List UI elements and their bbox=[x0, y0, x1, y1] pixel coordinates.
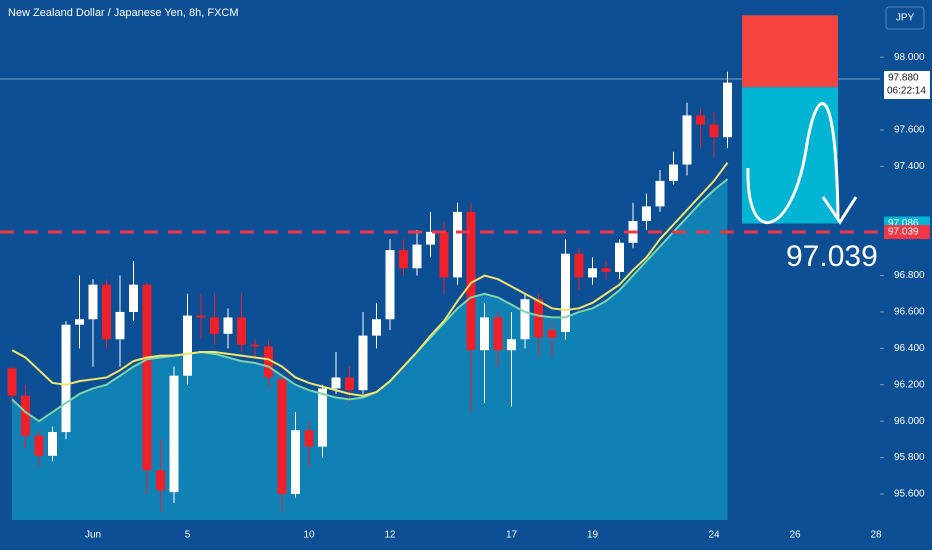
candle-body bbox=[453, 211, 462, 278]
y-tick-label: 96.800 bbox=[894, 270, 925, 281]
x-tick-label: 28 bbox=[870, 530, 882, 541]
y-tick-label: 96.200 bbox=[894, 379, 925, 390]
candle-body bbox=[277, 379, 287, 494]
candle-body bbox=[237, 317, 246, 345]
x-tick-label: 17 bbox=[506, 530, 518, 541]
candle-body bbox=[439, 231, 449, 278]
candle-body bbox=[345, 377, 354, 391]
candle-body bbox=[304, 430, 314, 447]
arrow-curve bbox=[746, 102, 840, 225]
y-tick-label: 95.800 bbox=[894, 452, 925, 463]
x-tick-label: 19 bbox=[587, 530, 599, 541]
x-tick-label: 26 bbox=[789, 530, 801, 541]
candle-body bbox=[723, 82, 732, 138]
candle-body bbox=[655, 180, 665, 207]
candle-body bbox=[561, 253, 570, 332]
price-tag bbox=[884, 225, 930, 240]
area-fill bbox=[12, 179, 728, 520]
candle-body bbox=[75, 319, 84, 325]
y-tick-label: 97.400 bbox=[894, 161, 925, 172]
candle-body bbox=[372, 319, 381, 336]
candle-body bbox=[399, 250, 408, 269]
candle-body bbox=[709, 124, 719, 138]
countdown: 06:22:14 bbox=[887, 86, 926, 97]
candle-body bbox=[493, 317, 503, 351]
candle-body bbox=[534, 299, 543, 338]
candle-body bbox=[642, 206, 651, 221]
x-tick-label: 5 bbox=[185, 530, 191, 541]
y-tick-label: 96.600 bbox=[894, 307, 925, 318]
x-tick-label: Jun bbox=[85, 530, 101, 541]
candle-body bbox=[34, 435, 44, 456]
currency-label[interactable]: JPY bbox=[896, 13, 915, 24]
currency-button[interactable] bbox=[885, 6, 925, 30]
candle-body bbox=[520, 299, 530, 340]
candle-body bbox=[196, 315, 206, 318]
candle-body bbox=[696, 115, 705, 125]
candle-body bbox=[7, 368, 17, 396]
x-tick-label: 10 bbox=[303, 530, 315, 541]
candle-body bbox=[156, 470, 165, 491]
candle-body bbox=[129, 284, 138, 312]
annotation: 97.039 bbox=[786, 240, 878, 273]
candle-body bbox=[291, 430, 300, 494]
candle-body bbox=[669, 164, 678, 181]
x-tick-label: 24 bbox=[708, 530, 720, 541]
candle-body bbox=[210, 317, 219, 334]
price-tag-label: 97.086 bbox=[888, 218, 919, 229]
candle-body bbox=[142, 284, 152, 471]
arrow-head bbox=[821, 196, 858, 225]
candle-body bbox=[169, 375, 179, 493]
candle-body bbox=[426, 231, 435, 245]
y-tick-label: 98.000 bbox=[894, 52, 925, 63]
candle-body bbox=[223, 317, 233, 334]
candle-body bbox=[574, 253, 584, 278]
candle-body bbox=[48, 432, 57, 456]
candle-body bbox=[358, 335, 368, 391]
chart-title: New Zealand Dollar / Japanese Yen, 8h, F… bbox=[8, 7, 239, 19]
candle-body bbox=[466, 211, 476, 351]
stop-zone bbox=[742, 15, 838, 88]
candle-body bbox=[507, 339, 516, 351]
candle-body bbox=[21, 395, 30, 436]
candle-body bbox=[480, 317, 489, 351]
y-tick-label: 97.600 bbox=[894, 125, 925, 136]
y-tick-label: 96.000 bbox=[894, 416, 925, 427]
price-tag-label: 97.039 bbox=[888, 227, 919, 238]
y-tick-label: 95.600 bbox=[894, 489, 925, 500]
y-tick-label: 96.400 bbox=[894, 343, 925, 354]
candle-body bbox=[115, 311, 125, 340]
candle-body bbox=[588, 268, 597, 278]
current-price-label: 97.880 bbox=[888, 73, 919, 84]
candle-body bbox=[601, 268, 611, 272]
moving-average-line bbox=[11, 162, 729, 397]
candle-body bbox=[88, 284, 98, 320]
candle-body bbox=[331, 377, 341, 389]
candle-body bbox=[412, 244, 422, 269]
candle-body bbox=[547, 330, 557, 338]
candle-body bbox=[250, 344, 260, 347]
candle-body bbox=[264, 346, 273, 378]
candle-body bbox=[385, 250, 395, 320]
candle-body bbox=[183, 315, 192, 376]
x-tick-label: 12 bbox=[384, 530, 396, 541]
candle-body bbox=[318, 388, 327, 447]
plot-area: 97.039 bbox=[0, 15, 880, 520]
candle-body bbox=[61, 324, 71, 433]
current-price-tag bbox=[884, 70, 930, 99]
candle-body bbox=[102, 284, 111, 340]
candle-body bbox=[682, 115, 692, 165]
candle-body bbox=[615, 242, 624, 272]
